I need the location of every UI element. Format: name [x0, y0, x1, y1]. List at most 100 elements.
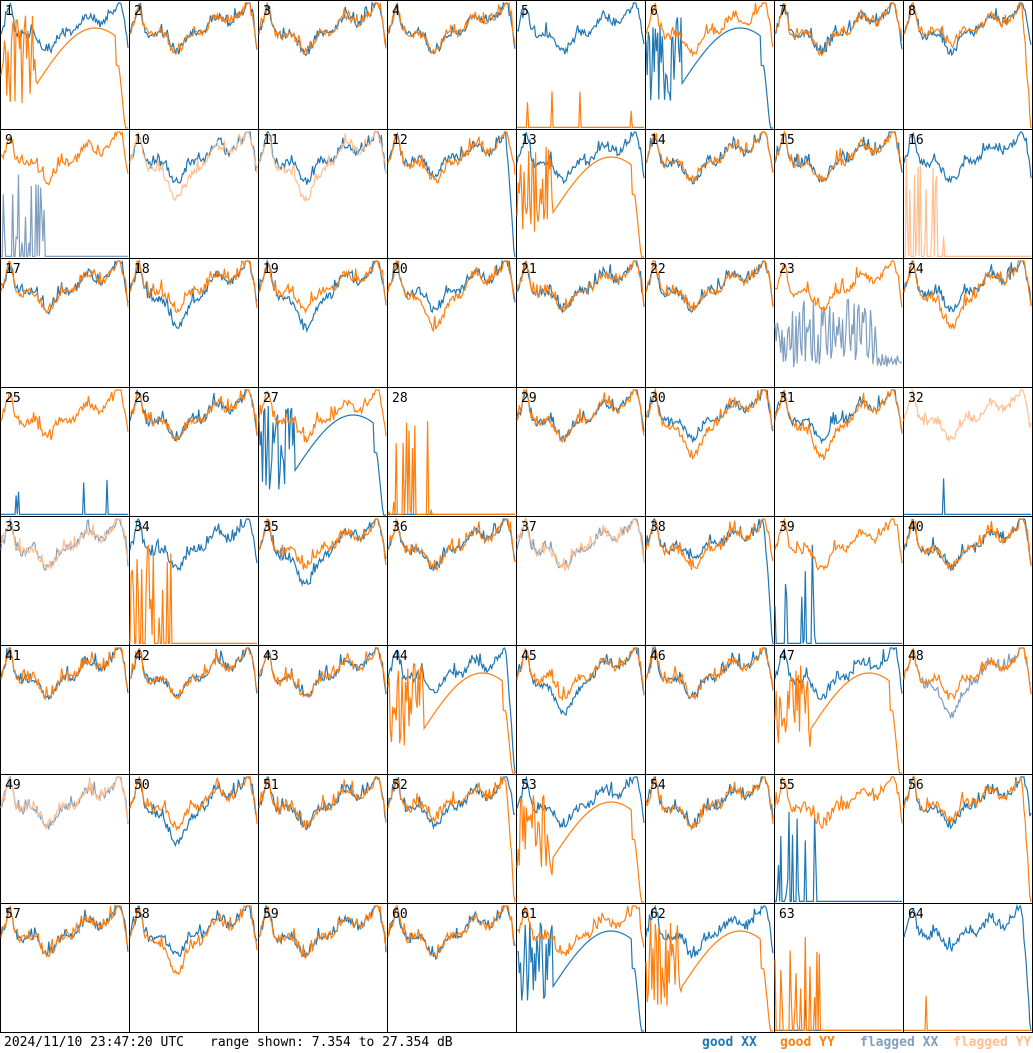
series-xx-good [904, 478, 1031, 516]
panel-60: 60 [387, 903, 517, 1033]
panel-label: 1 [5, 4, 13, 19]
series-yy-good [645, 131, 774, 183]
series-xx-good [387, 130, 516, 258]
series-yy-flagged [0, 517, 129, 571]
panel-63: 63 [774, 903, 904, 1033]
legend-flagged-xx: flagged XX [860, 1035, 939, 1050]
panel-label: 38 [650, 520, 666, 535]
panel-38: 38 [645, 516, 775, 646]
panel-31: 31 [774, 387, 904, 517]
series-yy-flagged [516, 518, 645, 572]
panel-label: 30 [650, 391, 666, 406]
series-yy-good [645, 260, 774, 312]
panel-46: 46 [645, 645, 775, 775]
panel-label: 58 [134, 907, 150, 922]
series-yy-good [903, 647, 1032, 701]
panel-label: 35 [263, 520, 279, 535]
panel-3: 3 [258, 0, 388, 130]
panel-47: 47 [774, 645, 904, 775]
panel-label: 60 [392, 907, 408, 922]
series-yy-good [516, 646, 645, 702]
series-xx-good [0, 903, 129, 957]
series-xx-flagged [903, 647, 1032, 719]
panel-frame [645, 387, 775, 517]
panel-56: 56 [903, 774, 1033, 904]
panel-17: 17 [0, 258, 130, 388]
panel-frame [387, 516, 517, 646]
panel-label: 21 [521, 262, 537, 277]
panel-frame [129, 387, 259, 517]
series-yy-good [258, 905, 387, 959]
series-yy-good [903, 776, 1032, 903]
series-yy-good [645, 387, 774, 461]
panel-frame [129, 258, 259, 388]
series-yy-good [258, 776, 387, 830]
panel-frame [774, 0, 904, 130]
panel-frame [0, 903, 130, 1033]
panel-label: 52 [392, 778, 408, 793]
panel-16: 16 [903, 129, 1033, 259]
panel-50: 50 [129, 774, 259, 904]
series-yy-good [516, 794, 644, 903]
series-yy-good [387, 421, 515, 516]
range-shown: range shown: 7.354 to 27.354 dB [210, 1035, 453, 1050]
series-xx-good [129, 259, 258, 329]
panel-frame [387, 774, 517, 904]
series-yy-good [774, 260, 903, 312]
panel-label: 45 [521, 649, 537, 664]
panel-frame [774, 387, 904, 517]
series-yy-flagged [904, 156, 1031, 257]
series-yy-good [129, 647, 258, 701]
panel-28: 28 [387, 387, 517, 517]
panel-45: 45 [516, 645, 646, 775]
panel-39: 39 [774, 516, 904, 646]
series-yy-good [387, 517, 516, 572]
panel-11: 11 [258, 129, 388, 259]
series-xx-good [903, 775, 1032, 830]
panel-29: 29 [516, 387, 646, 517]
series-yy-good [645, 919, 773, 1032]
series-yy-good [774, 936, 902, 1032]
panel-6: 6 [645, 0, 775, 130]
series-xx-good [903, 131, 1032, 184]
series-xx-good [516, 647, 645, 717]
series-yy-good [129, 389, 258, 443]
panel-35: 35 [258, 516, 388, 646]
panel-frame [258, 903, 388, 1033]
panel-label: 24 [908, 262, 924, 277]
series-yy-good [129, 905, 258, 976]
panel-4: 4 [387, 0, 517, 130]
series-yy-good [129, 260, 258, 314]
panel-label: 41 [5, 649, 21, 664]
panel-34: 34 [129, 516, 259, 646]
series-yy-good [387, 1, 516, 55]
series-yy-good [258, 1, 387, 55]
series-xx-good [774, 544, 902, 645]
panel-frame [774, 129, 904, 259]
panel-frame [129, 129, 259, 259]
panel-frame [0, 774, 130, 904]
panel-label: 43 [263, 649, 279, 664]
panel-frame [258, 774, 388, 904]
panel-label: 20 [392, 262, 408, 277]
panel-13: 13 [516, 129, 646, 259]
panel-label: 37 [521, 520, 537, 535]
panel-frame [645, 129, 775, 259]
panel-36: 36 [387, 516, 517, 646]
panel-frame [387, 129, 517, 259]
panel-frame [258, 516, 388, 646]
panel-59: 59 [258, 903, 388, 1033]
timestamp: 2024/11/10 23:47:20 UTC [4, 1035, 185, 1050]
panel-55: 55 [774, 774, 904, 904]
panel-label: 33 [5, 520, 21, 535]
series-xx-flagged [1, 174, 128, 257]
panel-27: 27 [258, 387, 388, 517]
series-yy-good [516, 905, 645, 957]
series-xx-flagged [774, 298, 903, 368]
panel-label: 62 [650, 907, 666, 922]
panel-37: 37 [516, 516, 646, 646]
series-yy-flagged [0, 775, 129, 830]
series-yy-good [774, 665, 902, 774]
panel-49: 49 [0, 774, 130, 904]
panel-41: 41 [0, 645, 130, 775]
